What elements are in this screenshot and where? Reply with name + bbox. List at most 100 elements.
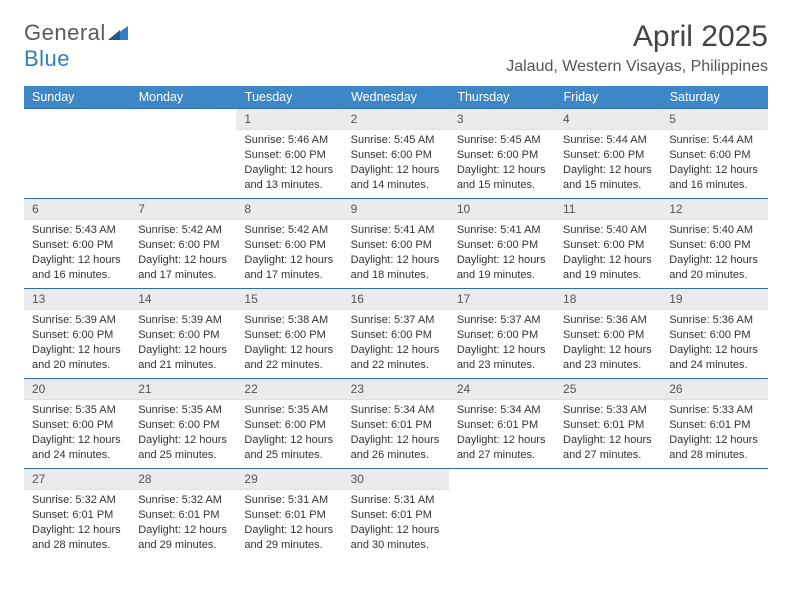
day-line-dl2: and 17 minutes. <box>138 268 228 283</box>
day-line-dl2: and 15 minutes. <box>563 178 653 193</box>
day-body: Sunrise: 5:35 AMSunset: 6:00 PMDaylight:… <box>236 400 342 466</box>
day-line-dl2: and 25 minutes. <box>244 448 334 463</box>
day-number: 25 <box>555 379 661 400</box>
day-line-sunrise: Sunrise: 5:39 AM <box>32 313 122 328</box>
day-cell: 7Sunrise: 5:42 AMSunset: 6:00 PMDaylight… <box>130 199 236 289</box>
day-cell: 26Sunrise: 5:33 AMSunset: 6:01 PMDayligh… <box>661 379 767 469</box>
week-row: 13Sunrise: 5:39 AMSunset: 6:00 PMDayligh… <box>24 289 768 379</box>
day-cell: 30Sunrise: 5:31 AMSunset: 6:01 PMDayligh… <box>343 469 449 559</box>
day-line-dl2: and 19 minutes. <box>457 268 547 283</box>
day-line-dl2: and 26 minutes. <box>351 448 441 463</box>
day-line-sunset: Sunset: 6:00 PM <box>244 418 334 433</box>
day-body: Sunrise: 5:45 AMSunset: 6:00 PMDaylight:… <box>343 130 449 196</box>
empty-cell <box>449 469 555 559</box>
day-line-sunrise: Sunrise: 5:31 AM <box>351 493 441 508</box>
day-number: 27 <box>24 469 130 490</box>
day-line-sunset: Sunset: 6:01 PM <box>244 508 334 523</box>
day-line-sunrise: Sunrise: 5:31 AM <box>244 493 334 508</box>
day-line-sunrise: Sunrise: 5:40 AM <box>563 223 653 238</box>
day-line-dl1: Daylight: 12 hours <box>669 343 759 358</box>
day-line-dl1: Daylight: 12 hours <box>563 163 653 178</box>
day-line-sunrise: Sunrise: 5:37 AM <box>457 313 547 328</box>
day-body: Sunrise: 5:40 AMSunset: 6:00 PMDaylight:… <box>555 220 661 286</box>
day-body: Sunrise: 5:44 AMSunset: 6:00 PMDaylight:… <box>555 130 661 196</box>
day-number: 5 <box>661 109 767 130</box>
brand-part1: General <box>24 20 106 45</box>
page-header: GeneralBlue April 2025 Jalaud, Western V… <box>24 20 768 76</box>
day-line-dl1: Daylight: 12 hours <box>457 433 547 448</box>
day-number: 28 <box>130 469 236 490</box>
day-body: Sunrise: 5:31 AMSunset: 6:01 PMDaylight:… <box>236 490 342 556</box>
brand-part2: Blue <box>24 46 70 71</box>
weekday-header: Thursday <box>449 86 555 109</box>
day-line-sunset: Sunset: 6:00 PM <box>457 328 547 343</box>
calendar-page: GeneralBlue April 2025 Jalaud, Western V… <box>0 0 792 559</box>
weekday-header: Tuesday <box>236 86 342 109</box>
day-cell: 1Sunrise: 5:46 AMSunset: 6:00 PMDaylight… <box>236 109 342 199</box>
week-row: 27Sunrise: 5:32 AMSunset: 6:01 PMDayligh… <box>24 469 768 559</box>
day-line-sunset: Sunset: 6:00 PM <box>244 328 334 343</box>
weekday-header: Sunday <box>24 86 130 109</box>
day-line-sunset: Sunset: 6:00 PM <box>138 418 228 433</box>
day-line-dl1: Daylight: 12 hours <box>244 163 334 178</box>
day-body: Sunrise: 5:36 AMSunset: 6:00 PMDaylight:… <box>661 310 767 376</box>
brand-text: GeneralBlue <box>24 20 128 72</box>
day-number: 13 <box>24 289 130 310</box>
day-line-dl2: and 27 minutes. <box>457 448 547 463</box>
day-cell: 15Sunrise: 5:38 AMSunset: 6:00 PMDayligh… <box>236 289 342 379</box>
day-line-dl1: Daylight: 12 hours <box>32 523 122 538</box>
day-line-sunset: Sunset: 6:00 PM <box>563 238 653 253</box>
day-number: 11 <box>555 199 661 220</box>
weekday-header: Saturday <box>661 86 767 109</box>
day-line-sunset: Sunset: 6:00 PM <box>669 238 759 253</box>
day-line-dl2: and 20 minutes. <box>669 268 759 283</box>
day-cell: 11Sunrise: 5:40 AMSunset: 6:00 PMDayligh… <box>555 199 661 289</box>
day-cell: 2Sunrise: 5:45 AMSunset: 6:00 PMDaylight… <box>343 109 449 199</box>
day-cell: 25Sunrise: 5:33 AMSunset: 6:01 PMDayligh… <box>555 379 661 469</box>
day-number: 1 <box>236 109 342 130</box>
calendar-body: 1Sunrise: 5:46 AMSunset: 6:00 PMDaylight… <box>24 109 768 559</box>
calendar-table: SundayMondayTuesdayWednesdayThursdayFrid… <box>24 86 768 559</box>
day-cell: 17Sunrise: 5:37 AMSunset: 6:00 PMDayligh… <box>449 289 555 379</box>
day-body: Sunrise: 5:46 AMSunset: 6:00 PMDaylight:… <box>236 130 342 196</box>
week-row: 20Sunrise: 5:35 AMSunset: 6:00 PMDayligh… <box>24 379 768 469</box>
day-line-dl1: Daylight: 12 hours <box>138 253 228 268</box>
day-number: 18 <box>555 289 661 310</box>
day-line-sunset: Sunset: 6:00 PM <box>563 148 653 163</box>
day-line-dl2: and 25 minutes. <box>138 448 228 463</box>
day-line-sunset: Sunset: 6:01 PM <box>351 508 441 523</box>
day-line-sunset: Sunset: 6:00 PM <box>32 238 122 253</box>
day-cell: 4Sunrise: 5:44 AMSunset: 6:00 PMDaylight… <box>555 109 661 199</box>
day-line-dl1: Daylight: 12 hours <box>138 433 228 448</box>
month-title: April 2025 <box>506 20 768 54</box>
day-cell: 23Sunrise: 5:34 AMSunset: 6:01 PMDayligh… <box>343 379 449 469</box>
day-line-sunrise: Sunrise: 5:39 AM <box>138 313 228 328</box>
day-body: Sunrise: 5:37 AMSunset: 6:00 PMDaylight:… <box>343 310 449 376</box>
day-body: Sunrise: 5:39 AMSunset: 6:00 PMDaylight:… <box>24 310 130 376</box>
day-body: Sunrise: 5:40 AMSunset: 6:00 PMDaylight:… <box>661 220 767 286</box>
day-line-dl1: Daylight: 12 hours <box>244 343 334 358</box>
day-line-sunrise: Sunrise: 5:32 AM <box>32 493 122 508</box>
day-line-sunrise: Sunrise: 5:44 AM <box>563 133 653 148</box>
day-line-sunset: Sunset: 6:00 PM <box>563 328 653 343</box>
day-line-sunrise: Sunrise: 5:42 AM <box>138 223 228 238</box>
day-cell: 18Sunrise: 5:36 AMSunset: 6:00 PMDayligh… <box>555 289 661 379</box>
day-line-sunrise: Sunrise: 5:32 AM <box>138 493 228 508</box>
weekday-header: Wednesday <box>343 86 449 109</box>
day-line-sunrise: Sunrise: 5:45 AM <box>351 133 441 148</box>
day-number: 2 <box>343 109 449 130</box>
day-line-sunrise: Sunrise: 5:41 AM <box>351 223 441 238</box>
day-line-sunset: Sunset: 6:00 PM <box>669 328 759 343</box>
day-cell: 22Sunrise: 5:35 AMSunset: 6:00 PMDayligh… <box>236 379 342 469</box>
day-body: Sunrise: 5:32 AMSunset: 6:01 PMDaylight:… <box>130 490 236 556</box>
day-line-sunset: Sunset: 6:01 PM <box>669 418 759 433</box>
day-line-dl2: and 17 minutes. <box>244 268 334 283</box>
brand-triangle-icon <box>108 20 128 46</box>
day-cell: 20Sunrise: 5:35 AMSunset: 6:00 PMDayligh… <box>24 379 130 469</box>
day-cell: 3Sunrise: 5:45 AMSunset: 6:00 PMDaylight… <box>449 109 555 199</box>
day-number: 9 <box>343 199 449 220</box>
day-number: 22 <box>236 379 342 400</box>
day-body: Sunrise: 5:41 AMSunset: 6:00 PMDaylight:… <box>449 220 555 286</box>
day-line-sunrise: Sunrise: 5:46 AM <box>244 133 334 148</box>
day-line-sunset: Sunset: 6:00 PM <box>138 238 228 253</box>
